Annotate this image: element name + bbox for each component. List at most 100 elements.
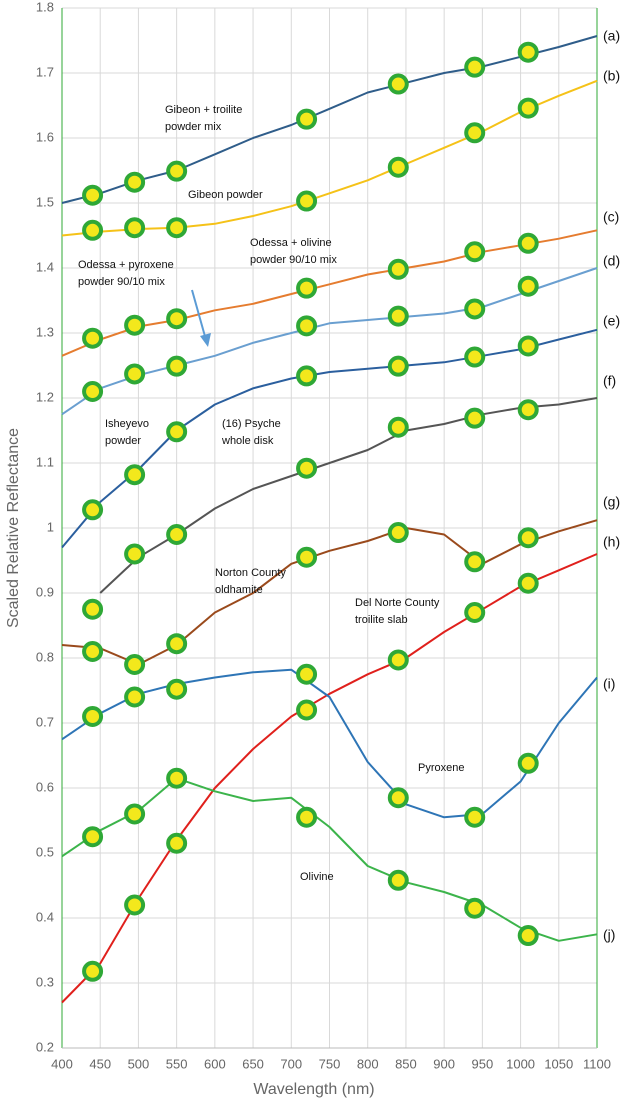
series-tag: (b) (603, 68, 620, 84)
filter-marker (82, 499, 104, 521)
filter-marker (464, 122, 486, 144)
filter-marker (124, 363, 146, 385)
filter-marker (82, 641, 104, 662)
filter-marker (166, 160, 188, 182)
y-tick-label: 1.6 (36, 129, 54, 144)
filter-marker (166, 524, 188, 545)
filter-marker (387, 869, 409, 891)
x-tick-label: 750 (319, 1056, 341, 1071)
filter-marker (296, 699, 318, 721)
filter-marker (166, 308, 188, 330)
filter-marker (166, 421, 188, 443)
x-tick-label: 450 (89, 1056, 111, 1071)
series-label: Del Norte County (355, 597, 440, 609)
filter-marker (124, 543, 146, 565)
x-tick-label: 800 (357, 1056, 379, 1071)
filter-marker (124, 654, 146, 675)
x-tick-label: 950 (472, 1056, 494, 1071)
filter-marker (124, 894, 146, 916)
filter-marker (387, 649, 409, 671)
filter-marker (296, 365, 318, 387)
filter-marker (517, 572, 539, 594)
filter-marker (82, 381, 104, 402)
series-label: Olivine (300, 871, 334, 883)
x-tick-label: 1050 (544, 1056, 573, 1071)
spectrum-line (61, 328, 598, 549)
filter-marker (296, 806, 318, 828)
series-label: Odessa + olivine (250, 237, 332, 249)
spectrum-line (61, 35, 598, 204)
y-tick-label: 0.8 (36, 649, 54, 664)
series-label: powder 90/10 mix (78, 276, 165, 288)
series-label: (16) Psyche (222, 418, 281, 430)
filter-marker (296, 546, 318, 568)
filter-marker (387, 787, 409, 809)
series-tag: (f) (603, 373, 616, 389)
x-tick-label: 700 (280, 1056, 302, 1071)
series-tag: (g) (603, 494, 620, 510)
y-axis-title: Scaled Relative Reflectance (5, 428, 22, 628)
filter-marker (82, 184, 104, 206)
filter-marker (517, 335, 539, 357)
series-tag: (d) (603, 253, 620, 269)
filter-marker (296, 108, 318, 130)
x-tick-label: 1100 (583, 1056, 611, 1071)
series-label: Gibeon powder (188, 189, 263, 201)
filter-marker (387, 355, 409, 377)
y-tick-label: 1.2 (36, 389, 54, 404)
filter-marker (464, 806, 486, 828)
filter-marker (387, 416, 409, 438)
filter-marker (166, 217, 188, 239)
x-tick-label: 550 (166, 1056, 188, 1071)
filter-marker (517, 275, 539, 297)
x-tick-label: 900 (433, 1056, 455, 1071)
y-tick-label: 0.3 (36, 974, 54, 989)
filter-marker (166, 633, 188, 655)
series-label: Norton County (215, 567, 286, 579)
spectrum-line (61, 519, 598, 666)
series-label: troilite slab (355, 614, 408, 626)
filter-marker (296, 663, 318, 685)
series-label: powder mix (165, 121, 222, 133)
filter-marker (82, 327, 104, 349)
series-label: Pyroxene (418, 762, 464, 774)
x-tick-label: 1000 (506, 1056, 535, 1071)
series-label: powder 90/10 mix (250, 254, 337, 266)
filter-marker (464, 602, 486, 623)
x-tick-label: 650 (242, 1056, 264, 1071)
annotation-arrow (191, 289, 207, 341)
filter-marker (82, 826, 104, 848)
filter-marker (517, 925, 539, 947)
filter-marker (464, 897, 486, 919)
y-tick-label: 1 (47, 519, 54, 534)
series-label: Odessa + pyroxene (78, 259, 174, 271)
x-tick-label: 850 (395, 1056, 417, 1071)
annotation-arrowhead (200, 333, 211, 347)
filter-marker (517, 752, 539, 774)
filter-marker (464, 551, 486, 573)
filter-marker (387, 522, 409, 544)
y-tick-label: 1.5 (36, 194, 54, 209)
series-label: whole disk (221, 435, 274, 447)
filter-marker (82, 219, 104, 241)
filter-marker (82, 960, 104, 982)
filter-marker (296, 457, 318, 479)
filter-marker (82, 706, 104, 727)
filter-marker (464, 346, 486, 368)
filter-marker (464, 407, 486, 429)
filter-marker (166, 678, 188, 700)
filter-marker (517, 399, 539, 421)
filter-marker (387, 73, 409, 95)
filter-marker (124, 171, 146, 193)
series-tag: (j) (603, 927, 615, 943)
y-tick-label: 0.4 (36, 909, 54, 924)
filter-marker (296, 315, 318, 337)
filter-marker (124, 464, 146, 486)
y-tick-label: 0.5 (36, 844, 54, 859)
series-tag: (e) (603, 313, 620, 329)
x-tick-label: 400 (51, 1056, 73, 1071)
y-tick-label: 0.2 (36, 1039, 54, 1054)
y-tick-label: 1.8 (36, 0, 54, 14)
filter-marker (82, 598, 104, 620)
spectrum-line (61, 229, 598, 357)
